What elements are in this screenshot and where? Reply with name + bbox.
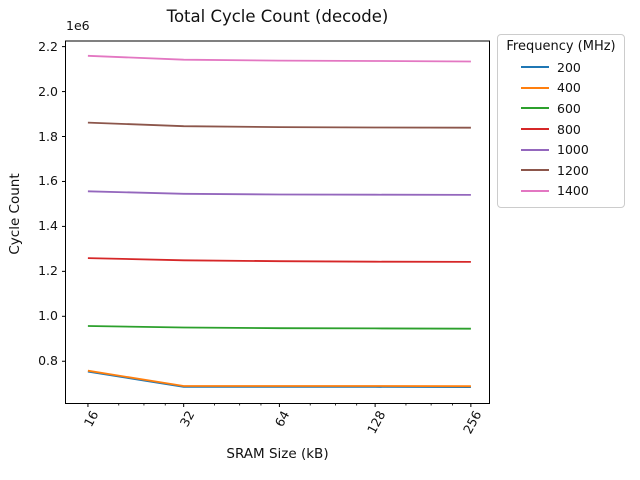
series-line-1400: [87, 54, 471, 63]
legend-entry: 1400: [504, 181, 618, 202]
y-tick-label: 1.6: [38, 173, 58, 189]
y-axis-offset-label: 1e6: [66, 18, 90, 33]
legend-entry-label: 800: [557, 121, 581, 137]
legend-line-swatch: [521, 189, 549, 192]
legend-entry-label: 1000: [557, 142, 589, 158]
chart-title: Total Cycle Count (decode): [166, 7, 389, 26]
legend-entry-label: 1200: [557, 162, 589, 178]
legend-line-swatch: [521, 128, 549, 131]
legend-entry-label: 200: [557, 59, 581, 75]
legend-entry: 1000: [504, 139, 618, 160]
x-axis-label: SRAM Size (kB): [226, 446, 329, 462]
y-tick-label: 1.4: [38, 218, 58, 234]
legend-entry: 600: [504, 98, 618, 119]
legend-entries: 200 400 600 800 1000 1200 1400: [504, 57, 618, 201]
legend-entry: 800: [504, 119, 618, 140]
series-line-1000: [87, 190, 471, 196]
legend-line-swatch: [521, 66, 549, 69]
y-tick-label: 1.0: [38, 308, 58, 324]
y-tick-label: 0.8: [38, 353, 58, 369]
legend: Frequency (MHz) 200 400 600 800 1000 1200 1400: [497, 34, 625, 209]
series-line-800: [87, 257, 471, 263]
y-tick-label: 1.8: [38, 128, 58, 144]
legend-title: Frequency (MHz): [506, 39, 616, 54]
legend-entry: 200: [504, 57, 618, 78]
legend-line-swatch: [521, 169, 549, 172]
legend-entry: 400: [504, 78, 618, 99]
y-tick-label: 1.2: [38, 263, 58, 279]
series-line-600: [87, 325, 471, 330]
legend-entry-label: 400: [557, 80, 581, 96]
legend-line-swatch: [521, 148, 549, 151]
y-tick-label: 2.0: [38, 83, 58, 99]
axes-spines: [65, 40, 490, 404]
legend-entry-label: 600: [557, 100, 581, 116]
series-line-1200: [87, 121, 471, 129]
legend-line-swatch: [521, 107, 549, 110]
y-tick-label: 2.2: [38, 38, 58, 54]
legend-line-swatch: [521, 86, 549, 89]
legend-entry-label: 1400: [557, 183, 589, 199]
series-line-400: [87, 369, 471, 388]
legend-entry: 1200: [504, 160, 618, 181]
